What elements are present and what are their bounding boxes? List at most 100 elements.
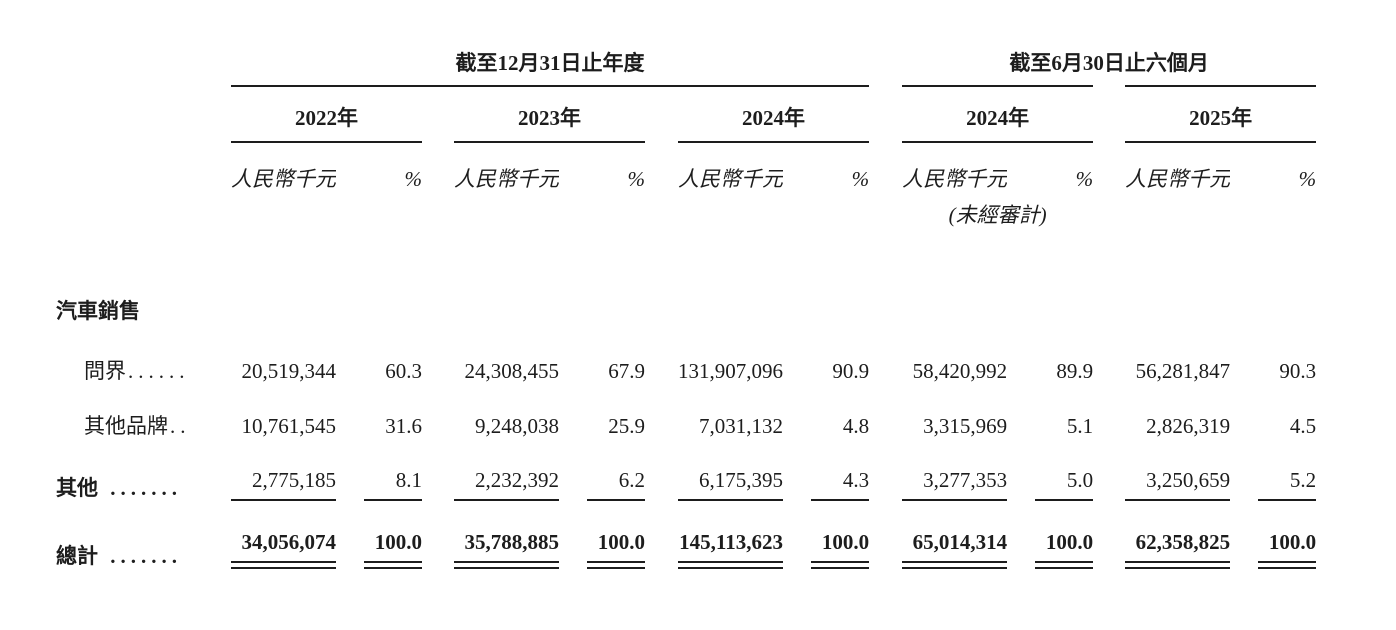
unit-header: 人民幣千元: [678, 166, 783, 191]
percent-cell: 90.9: [832, 358, 870, 383]
percent-cell: 4.3: [811, 439, 870, 501]
row-others: 其他 ....... 2,775,185 8.1 2,232,392 6.2 6…: [56, 439, 1317, 501]
percent-header: %: [404, 166, 423, 191]
year-header: 2025年: [1125, 86, 1317, 143]
col-gap: [1093, 142, 1125, 192]
col-gap: [783, 324, 811, 384]
value-cell: 131,907,096: [678, 358, 783, 383]
value-cell: 3,315,969: [923, 413, 1008, 438]
value-cell: 2,775,185: [231, 439, 336, 501]
percent-cell: 100.0: [1035, 501, 1094, 569]
percent-cell: 100.0: [1258, 501, 1317, 569]
col-gap: [422, 142, 454, 192]
col-gap: [422, 324, 454, 384]
value-cell: 65,014,314: [902, 501, 1008, 569]
col-gap: [645, 439, 678, 501]
total-double-rule: [1125, 560, 1231, 569]
row-vehicle-sales-section: 汽車銷售: [56, 296, 1316, 324]
col-gap: [869, 42, 902, 86]
section-label-vehicle-sales: 汽車銷售: [56, 298, 140, 323]
dot-leader: ......: [128, 358, 190, 383]
value-text: 65,014,314: [912, 529, 1008, 554]
col-gap: [559, 324, 587, 384]
subtotal-rule: [231, 498, 336, 501]
blank: [56, 192, 902, 228]
unit-header: 人民幣千元: [1125, 166, 1231, 191]
row-label: 其他 .......: [56, 439, 231, 501]
total-double-rule: [1258, 560, 1317, 569]
unaudited-note: (未經審計): [948, 202, 1047, 227]
row-label-text: 總計: [56, 543, 98, 568]
col-gap: [1230, 324, 1258, 384]
row-label-text: 問界: [84, 358, 126, 383]
percent-header: %: [1075, 166, 1094, 191]
row-label-text: 其他品牌: [84, 413, 168, 438]
col-gap: [869, 87, 902, 142]
spacer-row: [56, 228, 1316, 296]
col-gap: [1007, 142, 1035, 192]
subtotal-rule: [1258, 498, 1317, 501]
col-gap: [422, 439, 454, 501]
row-label-text: 其他: [56, 475, 98, 500]
unit-header: 人民幣千元: [231, 166, 336, 191]
value-text: 100.0: [1045, 529, 1094, 554]
interim-period-header: 截至6月30日止六個月: [1009, 51, 1209, 75]
col-gap: [645, 142, 678, 192]
col-gap: [645, 384, 678, 439]
subtotal-rule: [678, 498, 783, 501]
percent-cell: 5.0: [1035, 439, 1094, 501]
value-cell: 6,175,395: [678, 439, 783, 501]
total-double-rule: [231, 560, 336, 569]
subtotal-rule: [902, 498, 1008, 501]
col-gap: [1007, 324, 1035, 384]
value-text: 6,175,395: [699, 467, 783, 492]
blank: [56, 228, 1316, 296]
row-label: 其他品牌..: [56, 384, 231, 439]
col-gap: [336, 142, 364, 192]
percent-cell: 100.0: [364, 501, 422, 569]
percent-cell: 25.9: [608, 413, 645, 438]
col-gap: [869, 142, 902, 192]
percent-cell: 90.3: [1279, 358, 1317, 383]
percent-cell: 60.3: [385, 358, 422, 383]
col-gap: [559, 142, 587, 192]
total-double-rule: [811, 560, 870, 569]
col-gap: [1230, 439, 1258, 501]
value-text: 145,113,623: [679, 529, 783, 554]
value-text: 4.3: [842, 467, 870, 492]
col-gap: [422, 501, 454, 569]
col-gap: [783, 142, 811, 192]
col-gap: [336, 501, 364, 569]
value-text: 34,056,074: [241, 529, 337, 554]
percent-cell: 89.9: [1056, 358, 1094, 383]
value-cell: 7,031,132: [699, 413, 783, 438]
value-text: 5.0: [1066, 467, 1094, 492]
col-gap: [336, 324, 364, 384]
col-gap: [1093, 439, 1125, 501]
row-wenjie: 問界...... 20,519,344 60.3 24,308,455 67.9…: [56, 324, 1316, 384]
value-text: 2,775,185: [252, 467, 336, 492]
unit-header: 人民幣千元: [902, 166, 1008, 191]
value-cell: 145,113,623: [678, 501, 783, 569]
percent-cell: 8.1: [364, 439, 422, 501]
document-page: 截至12月31日止年度 截至6月30日止六個月 2022年 2023年 2024…: [56, 42, 1317, 569]
period-title-row: 截至12月31日止年度 截至6月30日止六個月: [56, 42, 1316, 86]
subtotal-rule: [811, 498, 870, 501]
dot-leader: ..: [170, 413, 191, 438]
value-text: 35,788,885: [464, 529, 560, 554]
percent-cell: 6.2: [587, 439, 645, 501]
col-gap: [559, 384, 587, 439]
col-gap: [1093, 384, 1125, 439]
col-gap: [1093, 501, 1125, 569]
subtotal-rule: [454, 498, 559, 501]
percent-cell: 5.1: [1066, 413, 1094, 438]
percent-header: %: [627, 166, 646, 191]
percent-cell: 100.0: [811, 501, 870, 569]
percent-cell: 5.2: [1258, 439, 1317, 501]
revenue-breakdown-table: 截至12月31日止年度 截至6月30日止六個月 2022年 2023年 2024…: [56, 42, 1317, 569]
subtotal-rule: [587, 498, 645, 501]
unaudited-row: (未經審計): [56, 192, 1316, 228]
dot-leader: .......: [100, 475, 182, 500]
value-cell: 9,248,038: [475, 413, 559, 438]
value-cell: 20,519,344: [241, 358, 337, 383]
